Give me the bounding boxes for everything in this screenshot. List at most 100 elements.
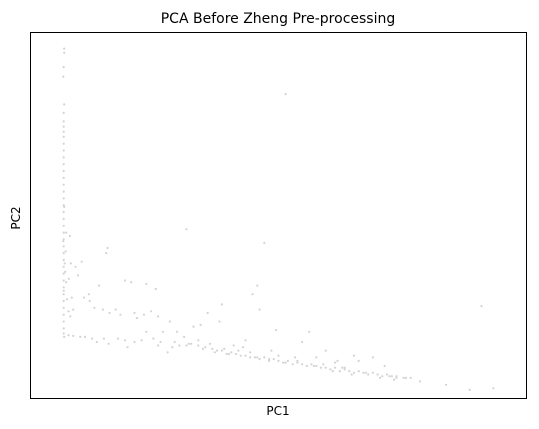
scatter-point xyxy=(419,380,422,383)
scatter-point xyxy=(65,281,68,284)
scatter-point xyxy=(62,286,65,289)
scatter-point xyxy=(310,363,313,366)
scatter-point xyxy=(157,344,160,347)
scatter-point xyxy=(62,75,65,78)
scatter-point xyxy=(62,211,65,214)
scatter-point xyxy=(386,373,389,376)
scatter-point xyxy=(87,293,90,296)
scatter-point xyxy=(63,205,66,208)
scatter-point xyxy=(352,371,356,374)
scatter-point xyxy=(62,293,65,296)
scatter-point xyxy=(62,313,65,316)
scatter-point xyxy=(367,373,370,376)
scatter-point xyxy=(62,279,65,282)
scatter-point xyxy=(62,111,65,114)
scatter-point xyxy=(277,354,280,357)
scatter-point xyxy=(371,371,374,374)
scatter-point xyxy=(270,349,273,352)
scatter-point xyxy=(319,366,323,369)
scatter-point xyxy=(67,277,70,280)
scatter-point xyxy=(324,349,327,352)
scatter-point xyxy=(225,352,228,356)
scatter-point xyxy=(70,296,73,299)
scatter-point xyxy=(204,346,207,349)
scatter-point xyxy=(336,359,339,362)
scatter-point xyxy=(381,375,384,378)
scatter-point xyxy=(62,204,65,207)
scatter-point xyxy=(480,305,483,308)
scatter-point xyxy=(62,156,65,159)
scatter-point xyxy=(62,289,65,292)
scatter-point xyxy=(62,320,65,323)
scatter-point xyxy=(62,176,65,179)
scatter-point xyxy=(62,125,65,128)
scatter-point xyxy=(183,335,186,338)
scatter-point xyxy=(343,366,346,369)
scatter-point xyxy=(114,308,117,311)
scatter-point xyxy=(102,337,105,340)
scatter-point xyxy=(445,383,448,386)
scatter-point xyxy=(362,371,365,374)
scatter-point xyxy=(95,340,98,344)
scatter-point xyxy=(338,370,341,373)
scatter-point xyxy=(492,387,495,390)
scatter-point xyxy=(364,371,367,374)
scatter-point xyxy=(293,356,297,359)
scatter-point xyxy=(67,334,70,337)
scatter-point xyxy=(64,250,67,253)
scatter-point xyxy=(213,351,216,354)
scatter-point xyxy=(62,240,65,243)
scatter-point xyxy=(390,375,393,378)
scatter-point xyxy=(175,330,179,333)
scatter-point xyxy=(140,339,143,342)
scatter-point xyxy=(62,299,65,303)
scatter-point xyxy=(218,320,221,323)
scatter-point xyxy=(62,169,65,173)
scatter-point xyxy=(197,344,200,347)
scatter-point xyxy=(83,335,87,338)
scatter-point xyxy=(190,342,193,345)
plot-area-frame xyxy=(30,32,527,399)
scatter-point xyxy=(237,349,240,352)
scatter-point xyxy=(130,281,133,284)
scatter-point xyxy=(63,335,66,338)
scatter-point xyxy=(341,366,344,369)
scatter-point xyxy=(62,327,65,330)
scatter-point xyxy=(62,265,65,268)
scatter-point xyxy=(150,310,153,313)
scatter-point xyxy=(62,183,65,186)
scatter-point xyxy=(76,274,79,277)
scatter-point xyxy=(402,376,405,379)
scatter-point xyxy=(62,135,65,138)
scatter-point xyxy=(65,231,68,234)
scatter-point xyxy=(234,352,238,356)
scatter-point xyxy=(201,347,205,350)
scatter-point xyxy=(187,342,190,345)
scatter-point xyxy=(62,197,65,200)
scatter-point xyxy=(263,356,266,359)
scatter-point xyxy=(154,287,157,291)
scatter-point xyxy=(272,358,275,361)
scatter-point xyxy=(62,258,65,262)
scatter-point xyxy=(223,347,226,350)
scatter-point xyxy=(101,308,104,311)
scatter-points xyxy=(62,47,495,391)
scatter-point xyxy=(244,339,247,342)
scatter-point xyxy=(62,238,65,241)
scatter-point xyxy=(197,339,200,342)
scatter-point xyxy=(159,340,162,344)
scatter-point xyxy=(284,93,287,96)
scatter-point xyxy=(371,356,374,359)
scatter-point xyxy=(62,272,65,275)
scatter-point xyxy=(171,346,174,349)
scatter-point xyxy=(383,364,386,368)
scatter-point xyxy=(331,370,334,373)
chart-title: PCA Before Zheng Pre-processing xyxy=(161,11,396,27)
scatter-point xyxy=(62,120,65,123)
scatter-point xyxy=(378,376,382,379)
scatter-point xyxy=(404,376,407,379)
scatter-point xyxy=(72,334,75,337)
scatter-point xyxy=(82,296,86,299)
scatter-point xyxy=(258,308,261,311)
scatter-point xyxy=(357,370,360,373)
